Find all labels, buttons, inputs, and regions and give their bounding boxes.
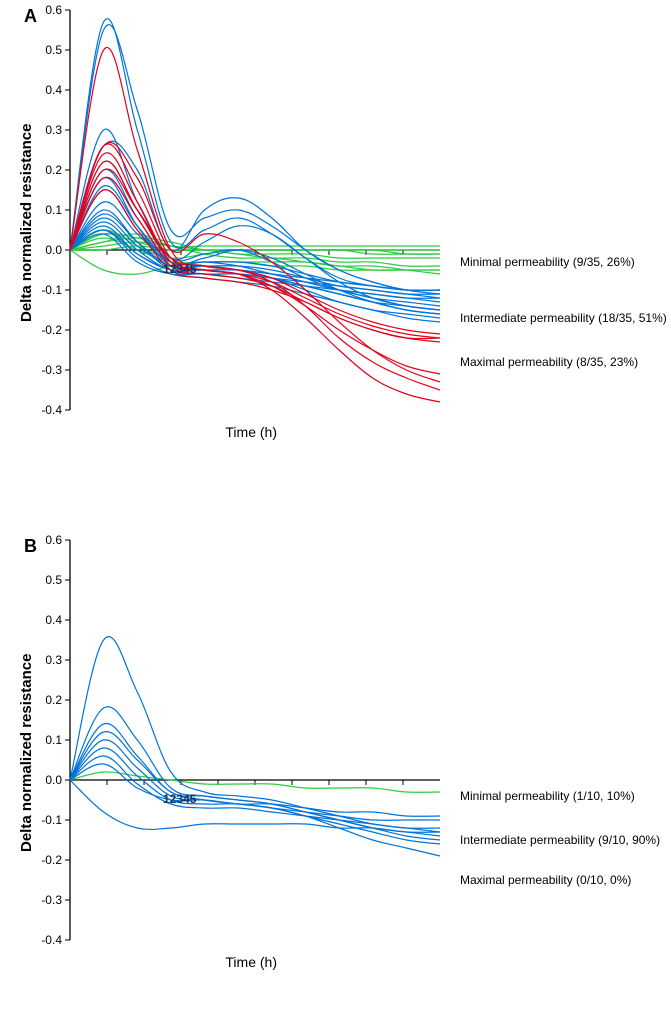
series-line (70, 707, 440, 836)
xtick-marker: 12345 (163, 792, 196, 806)
series-line (70, 637, 440, 832)
series-line (70, 756, 440, 828)
series-line (70, 732, 440, 844)
plot-B (0, 0, 671, 1012)
